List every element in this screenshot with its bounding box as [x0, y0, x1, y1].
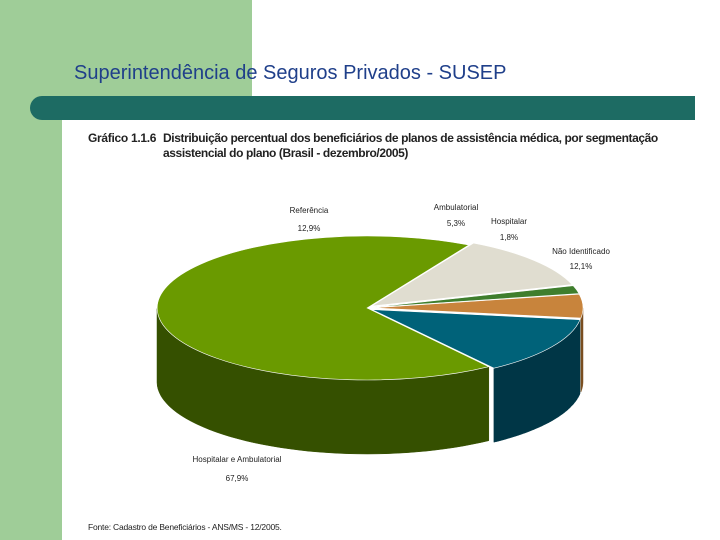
slice-name-label: Hospitalar	[491, 217, 527, 226]
pie-slice	[371, 309, 581, 369]
pie-slice	[372, 285, 580, 308]
slice-name-label: Ambulatorial	[434, 203, 479, 212]
slice-value-label: 12,9%	[298, 224, 321, 233]
slice-value-label: 5,3%	[447, 219, 465, 228]
pie-slice	[372, 293, 584, 319]
source-note: Fonte: Cadastro de Beneficiários - ANS/M…	[88, 522, 282, 532]
decorative-strip	[0, 120, 62, 540]
figure-caption: Distribuição percentual dos beneficiário…	[163, 131, 658, 160]
pie-slice-side	[580, 308, 584, 393]
slice-name-label: Hospitalar e Ambulatorial	[193, 455, 282, 464]
slice-value-label: 12,1%	[570, 262, 593, 271]
slide-title: Superintendência de Seguros Privados - S…	[74, 62, 507, 84]
pie-slice	[371, 242, 573, 307]
slice-value-label: 1,8%	[500, 233, 518, 242]
figure-number: Gráfico 1.1.6	[88, 131, 157, 145]
pie-slice	[156, 235, 490, 381]
slice-name-label: Referência	[290, 206, 329, 215]
slice-value-label: 67,9%	[226, 474, 249, 483]
title-bar	[30, 96, 695, 120]
slice-name-label: Não Identificado	[552, 247, 610, 256]
